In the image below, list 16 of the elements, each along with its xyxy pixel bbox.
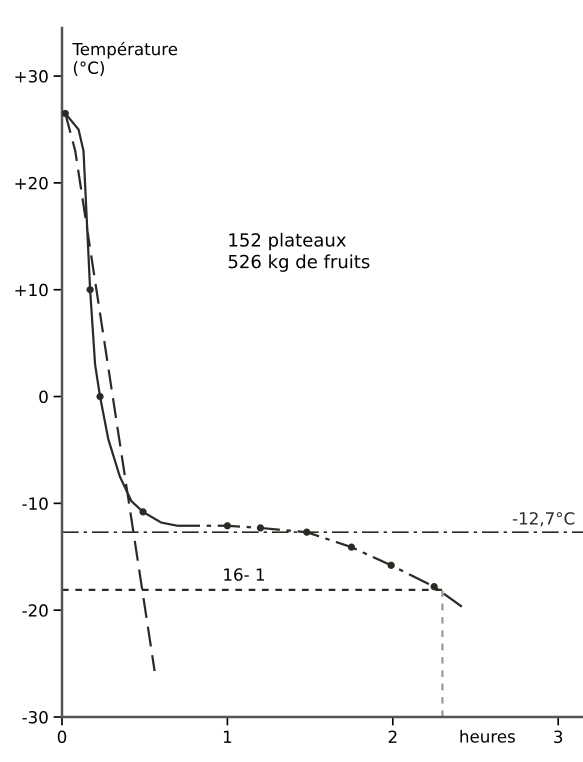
ref-line-label: -12,7°C (512, 512, 574, 526)
y-tick-label: -20 (22, 604, 48, 617)
x-tick-label: 1 (224, 730, 232, 743)
y-tick-label: +20 (15, 176, 48, 190)
x-tick-label: 0 (58, 730, 66, 744)
x-tick-label: 3 (554, 730, 562, 744)
y-tick-label: -30 (22, 710, 48, 724)
x-axis-title: heures (460, 730, 515, 743)
y-axis-title: Température (°C) (72, 42, 178, 76)
y-tick-label: +10 (15, 284, 48, 296)
annotation: 16- 1 (224, 568, 264, 581)
annotation: 152 plateaux 526 kg de fruits (228, 232, 370, 272)
x-tick-label: 2 (388, 730, 396, 743)
y-tick-label: +30 (15, 70, 48, 83)
y-tick-label: -10 (22, 497, 48, 510)
y-tick-label: 0 (39, 390, 48, 404)
